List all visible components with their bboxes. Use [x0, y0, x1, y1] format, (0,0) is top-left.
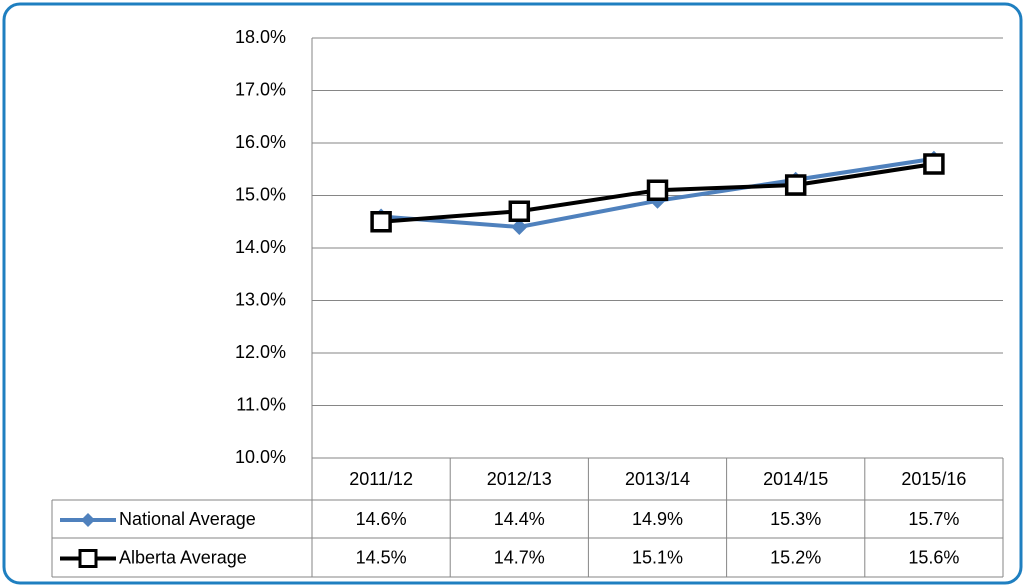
data-label: 15.1%: [632, 547, 683, 567]
point: [784, 174, 807, 196]
data-label: 15.6%: [908, 547, 959, 567]
y-tick-label: 13.0%: [235, 289, 286, 309]
legend-marker: [81, 513, 95, 527]
point: [646, 179, 669, 201]
legend-label: Alberta Average: [119, 547, 247, 567]
y-tick-label: 17.0%: [235, 79, 286, 99]
y-tick-label: 14.0%: [235, 237, 286, 257]
legend-label: National Average: [119, 509, 256, 529]
point: [923, 153, 945, 175]
data-label: 14.9%: [632, 509, 683, 529]
x-tick-label: 2014/15: [763, 469, 828, 489]
y-tick-label: 11.0%: [236, 394, 286, 414]
y-tick-label: 16.0%: [235, 132, 286, 152]
data-label: 14.4%: [494, 509, 545, 529]
y-tick-label: 10.0%: [235, 447, 286, 467]
data-label: 15.7%: [908, 509, 959, 529]
point: [370, 211, 392, 233]
data-label: 15.3%: [770, 509, 821, 529]
x-tick-label: 2015/16: [901, 469, 966, 489]
legend-marker: [78, 549, 98, 568]
x-tick-label: 2011/12: [349, 469, 413, 489]
y-tick-label: 18.0%: [235, 27, 286, 47]
data-label: 14.7%: [494, 547, 545, 567]
y-tick-label: 12.0%: [235, 342, 286, 362]
data-label: 14.6%: [356, 509, 407, 529]
y-tick-label: 15.0%: [235, 184, 286, 204]
x-tick-label: 2012/13: [487, 469, 552, 489]
point: [511, 219, 528, 235]
point: [508, 200, 531, 222]
x-tick-label: 2013/14: [625, 469, 690, 489]
data-label: 14.5%: [356, 547, 407, 567]
data-label: 15.2%: [770, 547, 821, 567]
